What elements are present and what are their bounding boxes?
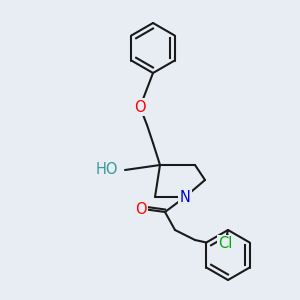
Text: O: O — [134, 100, 146, 115]
Text: O: O — [135, 202, 147, 217]
Text: Cl: Cl — [218, 236, 232, 251]
Text: N: N — [180, 190, 190, 205]
Text: HO: HO — [96, 163, 118, 178]
